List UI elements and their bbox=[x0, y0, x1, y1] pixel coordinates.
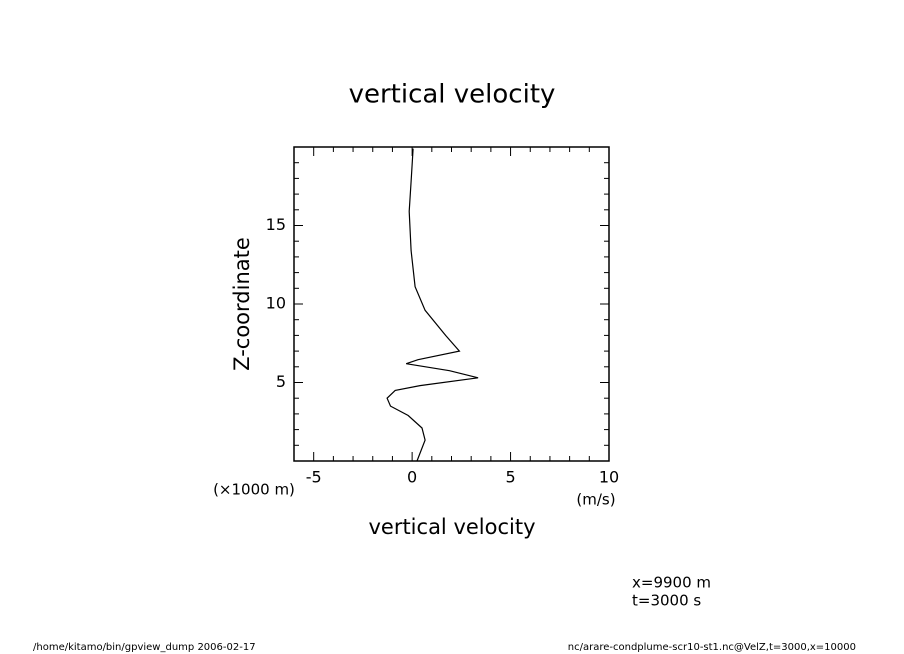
x-axis-label: vertical velocity bbox=[368, 515, 535, 539]
plot-frame bbox=[293, 146, 610, 462]
y-tick-label: 15 bbox=[266, 215, 286, 234]
chart-title: vertical velocity bbox=[349, 80, 556, 110]
y-tick-label: 10 bbox=[266, 294, 286, 313]
footer-left: /home/kitamo/bin/gpview_dump 2006-02-17 bbox=[33, 642, 256, 653]
x-tick-label: -5 bbox=[306, 468, 322, 487]
y-unit: (×1000 m) bbox=[213, 481, 295, 499]
footer-right: nc/arare-condplume-scr10-st1.nc@VelZ,t=3… bbox=[568, 642, 856, 653]
x-tick-label: 10 bbox=[599, 468, 619, 487]
profile-line bbox=[386, 148, 479, 462]
annotation: x=9900 m bbox=[632, 574, 711, 592]
x-unit: (m/s) bbox=[576, 491, 615, 509]
y-tick-label: 5 bbox=[276, 372, 286, 391]
x-tick-label: 0 bbox=[407, 468, 417, 487]
x-tick-label: 5 bbox=[505, 468, 515, 487]
y-axis-label: Z-coordinate bbox=[230, 237, 254, 371]
annotation: t=3000 s bbox=[632, 592, 701, 610]
